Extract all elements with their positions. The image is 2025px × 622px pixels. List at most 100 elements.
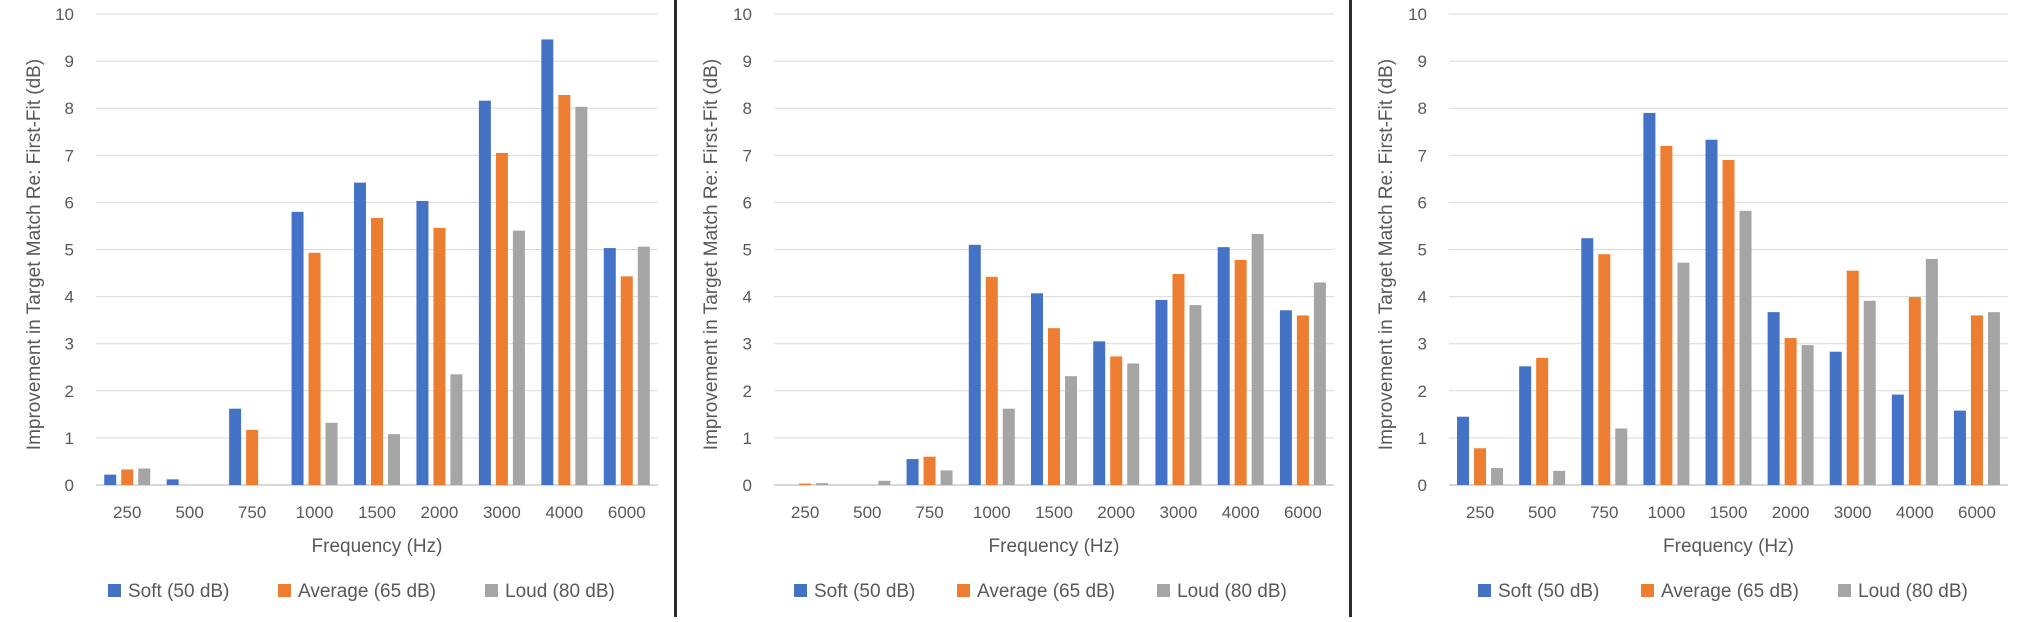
legend-swatch	[1478, 584, 1491, 597]
y-tick-label: 3	[743, 335, 752, 354]
y-axis-title: Improvement in Target Match Re: First-Fi…	[701, 59, 722, 450]
bar-average	[433, 227, 446, 486]
x-tick-label: 1000	[296, 503, 334, 522]
legend-label: Average (65 dB)	[1661, 581, 1799, 602]
bar-soft	[541, 39, 554, 486]
y-tick-label: 5	[1418, 241, 1427, 260]
bar-soft	[1891, 394, 1904, 485]
x-tick-label: 1500	[358, 503, 396, 522]
y-tick-label: 10	[55, 5, 74, 24]
x-tick-label: 750	[238, 503, 266, 522]
bar-average	[1234, 259, 1247, 485]
y-tick-label: 7	[743, 146, 752, 165]
bar-loud	[1739, 210, 1752, 486]
chart-svg-1: 0 1 2 3 4 5 6 7 8 9 10 250 500 750 1000 1500 2000 3000 400…	[24, 5, 658, 602]
legend-swatch	[485, 584, 498, 597]
legend-label: Average (65 dB)	[977, 581, 1115, 602]
bar-soft	[1705, 139, 1718, 485]
legend-label: Soft (50 dB)	[128, 581, 229, 602]
x-axis-title: Frequency (Hz)	[312, 536, 443, 557]
legend-label: Average (65 dB)	[298, 581, 436, 602]
y-tick-label: 10	[1408, 5, 1427, 24]
y-tick-label: 9	[743, 52, 752, 71]
x-tick-label: 2000	[1772, 503, 1810, 522]
y-tick-label: 3	[65, 335, 74, 354]
bar-loud	[1002, 408, 1015, 485]
x-tick-label: 500	[175, 503, 203, 522]
bar-average	[1970, 315, 1983, 485]
bar-loud	[1251, 233, 1264, 485]
legend-swatch	[108, 584, 121, 597]
y-tick-label: 1	[743, 429, 752, 448]
x-axis-title: Frequency (Hz)	[1663, 536, 1794, 557]
legend-label: Soft (50 dB)	[1498, 581, 1599, 602]
y-tick-label: 10	[733, 5, 752, 24]
bar-average	[1048, 328, 1060, 485]
y-tick-label: 2	[1418, 382, 1427, 401]
x-tick-label: 1000	[1647, 503, 1685, 522]
bar-average	[985, 276, 998, 485]
x-tick-label: 500	[853, 503, 881, 522]
y-tick-label: 8	[65, 99, 74, 118]
bar-average	[246, 429, 259, 485]
panel-divider-1	[674, 0, 677, 617]
bar-soft	[166, 479, 179, 485]
legend-label: Loud (80 dB)	[1177, 581, 1287, 602]
bar-soft	[1519, 366, 1532, 485]
y-tick-label: 4	[1418, 288, 1427, 307]
y-tick-label: 1	[65, 429, 74, 448]
panel-divider-2	[1349, 0, 1352, 617]
bar-loud	[1677, 262, 1690, 485]
x-tick-label: 2000	[1097, 503, 1135, 522]
bar-loud	[1801, 345, 1814, 485]
y-tick-label: 6	[743, 193, 752, 212]
x-tick-label: 2000	[421, 503, 459, 522]
bar-soft	[1953, 410, 1966, 485]
legend-swatch	[1157, 584, 1170, 597]
bar-soft	[1643, 112, 1656, 485]
bar-average	[558, 95, 571, 486]
bar-soft	[968, 244, 981, 485]
bar-loud	[637, 246, 650, 485]
bar-loud	[450, 374, 463, 485]
chart-svg-3: 0 1 2 3 4 5 6 7 8 9 10 250 500 750 1000 1500 2000 3000 400…	[1376, 5, 2008, 602]
bar-loud	[1189, 305, 1202, 485]
x-tick-label: 500	[1528, 503, 1556, 522]
bar-soft	[291, 211, 304, 485]
bar-average	[121, 469, 134, 485]
bar-soft	[354, 182, 366, 486]
y-tick-label: 2	[65, 382, 74, 401]
bar-loud	[1065, 376, 1077, 485]
chart-panel-2: 0 1 2 3 4 5 6 7 8 9 10 250 500 750 1000 1500 2000 3000 400…	[677, 0, 1349, 617]
x-tick-label: 750	[1590, 503, 1618, 522]
bar-loud	[1615, 428, 1628, 485]
bar-average	[1660, 145, 1673, 485]
y-tick-label: 5	[743, 241, 752, 260]
bar-loud	[816, 483, 829, 485]
x-tick-label: 1500	[1710, 503, 1748, 522]
bar-average	[620, 276, 633, 485]
x-tick-label: 4000	[1896, 503, 1934, 522]
x-tick-label: 1000	[973, 503, 1011, 522]
bar-average	[371, 217, 383, 485]
bar-loud	[325, 422, 338, 485]
x-tick-label: 6000	[608, 503, 646, 522]
bar-average	[495, 152, 508, 485]
y-tick-label: 2	[743, 382, 752, 401]
y-tick-label: 4	[65, 288, 74, 307]
bar-soft	[1829, 351, 1842, 485]
y-tick-label: 5	[65, 241, 74, 260]
y-tick-label: 0	[65, 476, 74, 495]
legend-label: Loud (80 dB)	[1858, 581, 1968, 602]
bar-soft	[1155, 299, 1168, 485]
bar-loud	[1313, 282, 1326, 485]
y-tick-label: 8	[1418, 99, 1427, 118]
y-tick-label: 1	[1418, 429, 1427, 448]
x-tick-label: 3000	[483, 503, 521, 522]
x-tick-label: 3000	[1160, 503, 1198, 522]
bar-soft	[1767, 312, 1780, 485]
bar-soft	[104, 474, 117, 485]
bar-average	[308, 252, 321, 485]
bar-soft	[1457, 416, 1470, 485]
bar-loud	[1987, 312, 2000, 485]
